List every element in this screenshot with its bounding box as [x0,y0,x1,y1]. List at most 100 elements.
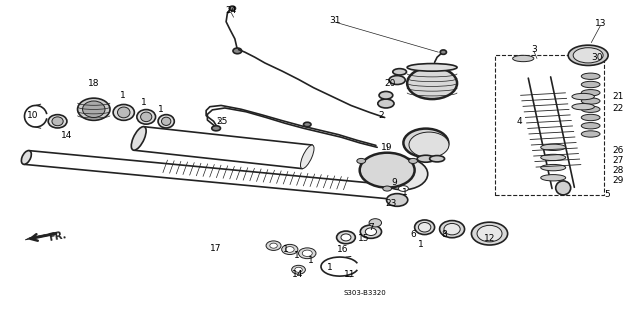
Text: 7: 7 [368,223,374,232]
Ellipse shape [383,186,391,191]
Ellipse shape [162,117,171,125]
Ellipse shape [378,99,394,108]
Ellipse shape [444,223,460,235]
Ellipse shape [513,55,534,62]
Ellipse shape [302,250,312,256]
Ellipse shape [137,109,155,124]
Ellipse shape [477,225,502,242]
Ellipse shape [83,101,105,117]
Text: 6: 6 [411,230,416,239]
Text: 1: 1 [403,188,408,197]
Ellipse shape [581,106,600,112]
Text: 13: 13 [595,19,606,28]
Ellipse shape [266,241,281,251]
Ellipse shape [472,222,508,245]
Text: 22: 22 [613,104,624,113]
Ellipse shape [581,90,600,96]
Ellipse shape [369,219,382,227]
Text: 11: 11 [344,270,356,279]
Text: 18: 18 [88,79,100,88]
Ellipse shape [357,158,366,164]
Text: 15: 15 [357,234,369,243]
Text: 19: 19 [381,143,393,152]
Text: 10: 10 [27,111,38,120]
Ellipse shape [379,92,393,99]
Text: 12: 12 [484,234,495,243]
Text: 17: 17 [211,244,222,253]
Text: 8: 8 [441,230,448,239]
Text: FR.: FR. [48,230,67,243]
Ellipse shape [300,145,314,169]
Ellipse shape [389,76,405,84]
Text: 26: 26 [613,146,624,155]
Text: 14: 14 [292,270,303,279]
Ellipse shape [131,127,146,150]
Text: 27: 27 [613,156,624,165]
Text: 16: 16 [337,245,348,254]
Text: 1: 1 [308,256,314,265]
Ellipse shape [52,117,63,126]
Ellipse shape [233,48,242,54]
Ellipse shape [581,98,600,104]
Ellipse shape [212,126,221,131]
Ellipse shape [341,234,351,241]
Text: 3: 3 [531,45,537,54]
Ellipse shape [414,220,435,235]
Ellipse shape [21,151,31,164]
Text: 4: 4 [517,117,522,126]
Text: 14: 14 [61,131,72,140]
Ellipse shape [117,107,130,118]
Text: 24: 24 [226,6,237,15]
Ellipse shape [361,225,382,238]
Ellipse shape [417,155,435,162]
Ellipse shape [540,175,566,181]
Text: 29: 29 [613,176,624,185]
Ellipse shape [391,175,403,182]
Ellipse shape [229,6,236,11]
Ellipse shape [113,105,134,120]
Ellipse shape [407,68,457,99]
Text: S303-B3320: S303-B3320 [344,290,386,296]
Ellipse shape [393,69,406,75]
Ellipse shape [270,243,277,248]
Ellipse shape [158,115,174,128]
Ellipse shape [572,104,594,110]
Text: 31: 31 [329,16,340,25]
Ellipse shape [295,267,302,272]
Text: 25: 25 [217,117,228,126]
Ellipse shape [409,158,418,164]
Ellipse shape [568,45,608,66]
Ellipse shape [398,186,408,191]
Ellipse shape [440,220,465,238]
Ellipse shape [407,64,457,71]
Ellipse shape [440,50,446,54]
Text: 1: 1 [141,99,147,108]
Ellipse shape [366,228,377,236]
Text: 2: 2 [378,111,384,120]
Text: 1: 1 [120,92,125,100]
Text: 5: 5 [604,190,610,199]
Ellipse shape [409,132,449,157]
Ellipse shape [581,123,600,129]
Ellipse shape [556,181,571,195]
Ellipse shape [298,248,316,259]
Bar [495,55,604,195]
Ellipse shape [572,93,594,100]
Ellipse shape [429,156,445,162]
Ellipse shape [378,158,428,190]
Ellipse shape [418,222,431,232]
Text: 20: 20 [384,79,396,88]
Text: 30: 30 [592,53,603,62]
Text: 1: 1 [295,251,300,260]
Text: 1: 1 [283,245,289,254]
Ellipse shape [303,122,311,127]
Text: 21: 21 [613,92,624,101]
Ellipse shape [540,164,566,171]
Ellipse shape [285,247,294,252]
Text: 1: 1 [158,105,164,114]
Ellipse shape [48,115,67,128]
Ellipse shape [581,131,600,137]
Ellipse shape [540,154,566,161]
Ellipse shape [581,73,600,79]
Ellipse shape [386,194,408,206]
